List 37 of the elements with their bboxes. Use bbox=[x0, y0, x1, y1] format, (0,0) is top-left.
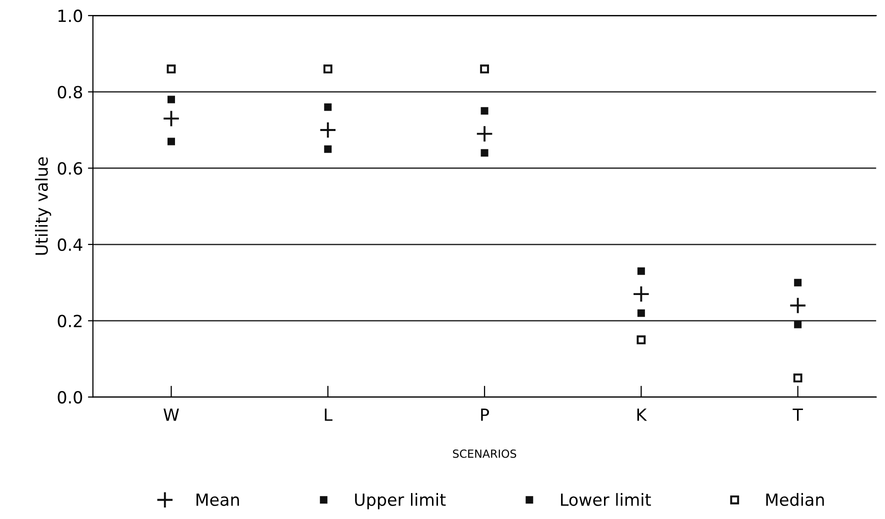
x-tick-label: K bbox=[637, 408, 647, 421]
y-tick-label: 1.0 bbox=[58, 10, 82, 22]
point bbox=[476, 125, 494, 142]
y-tick-label: 0.2 bbox=[58, 314, 82, 328]
point bbox=[166, 64, 176, 74]
y-tick-label: 0.8 bbox=[58, 86, 82, 98]
x-tick-label: P bbox=[481, 408, 489, 421]
point bbox=[324, 145, 332, 153]
legend-label: Upper limit bbox=[355, 493, 446, 510]
y-tick-label: 0.4 bbox=[58, 238, 82, 252]
x-tick-label: T bbox=[792, 408, 803, 421]
point bbox=[794, 278, 802, 286]
y-tick-label: 0.0 bbox=[58, 390, 82, 404]
point bbox=[637, 267, 645, 275]
point bbox=[162, 110, 180, 128]
point bbox=[480, 149, 488, 157]
point bbox=[167, 138, 175, 146]
x-tick-label: L bbox=[324, 408, 332, 421]
point bbox=[794, 320, 802, 328]
point bbox=[324, 103, 332, 111]
point bbox=[636, 335, 646, 344]
point bbox=[480, 107, 488, 115]
point bbox=[793, 374, 802, 382]
legend-label: Mean bbox=[196, 494, 239, 506]
point bbox=[167, 96, 175, 104]
point bbox=[789, 296, 806, 314]
point bbox=[480, 64, 489, 74]
x-tick-label: W bbox=[164, 408, 179, 421]
point bbox=[319, 121, 337, 139]
x-axis-title: SCENARIOS bbox=[453, 449, 516, 458]
point bbox=[323, 64, 332, 74]
legend-label: Median bbox=[766, 493, 824, 506]
point bbox=[637, 309, 645, 317]
y-axis-title: Utility value bbox=[35, 157, 52, 255]
point bbox=[632, 285, 650, 303]
y-tick-label: 0.6 bbox=[58, 162, 82, 175]
legend-label: Lower limit bbox=[561, 493, 651, 506]
